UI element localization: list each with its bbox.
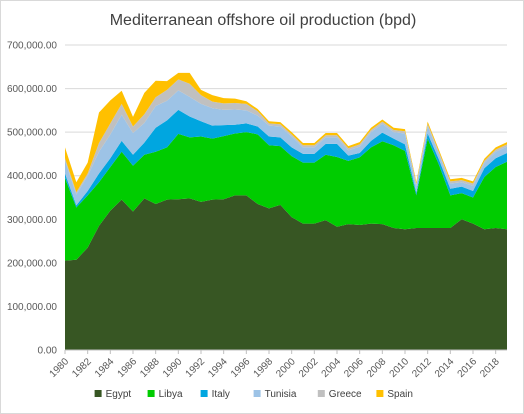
x-tick-label: 2000 [274, 356, 298, 380]
area-italy [65, 109, 507, 208]
x-tick-label: 2004 [320, 356, 344, 380]
legend-swatch-italy [200, 390, 208, 397]
y-tick-label: 600,000.00 [7, 84, 57, 95]
x-axis-ticks: 1980 1982 1984 1986 1988 1990 1992 1994 1996 1998… [48, 350, 502, 380]
x-tick-label: 1988 [138, 356, 162, 380]
y-axis-ticks: 0.00 100,000.00 200,000.00 300,000.00 400,00… [7, 41, 57, 357]
legend-swatch-greece [317, 390, 325, 397]
x-tick-label: 2002 [297, 356, 321, 380]
y-tick-label: 300,000.00 [7, 215, 57, 226]
chart-title: Mediterranean offshore oil production (b… [110, 12, 417, 29]
x-tick-label: 2018 [478, 356, 502, 380]
x-tick-label: 2008 [365, 356, 389, 380]
y-tick-label: 200,000.00 [7, 258, 57, 269]
x-tick-label: 2006 [342, 356, 366, 380]
x-tick-label: 2014 [433, 356, 457, 380]
x-tick-label: 1998 [252, 356, 276, 380]
x-tick-label: 2012 [410, 356, 434, 380]
x-tick-label: 1980 [48, 356, 72, 380]
area-spain [65, 72, 507, 193]
x-tick-label: 2016 [456, 356, 480, 380]
y-tick-label: 100,000.00 [7, 302, 57, 313]
y-tick-label: 700,000.00 [7, 41, 57, 52]
y-tick-label: 0.00 [38, 346, 58, 357]
stacked-areas [65, 72, 507, 350]
legend-label-greece: Greece [329, 389, 362, 400]
x-tick-label: 1986 [116, 356, 140, 380]
legend-label-spain: Spain [387, 389, 413, 400]
area-egypt [65, 195, 507, 350]
x-tick-label: 1992 [184, 356, 208, 380]
legend-label-libya: Libya [159, 389, 183, 400]
legend-label-italy: Italy [212, 389, 230, 400]
x-tick-label: 1990 [161, 356, 185, 380]
legend-swatch-libya [147, 390, 155, 397]
legend-label-egypt: Egypt [106, 389, 132, 400]
x-tick-label: 2010 [388, 356, 412, 380]
x-tick-label: 1984 [93, 356, 117, 380]
x-tick-label: 1982 [70, 356, 94, 380]
x-tick-label: 1994 [206, 356, 230, 380]
legend-label-tunisia: Tunisia [265, 389, 297, 400]
legend: Egypt Libya Italy Tunisia Greece Spain [94, 389, 413, 400]
y-tick-label: 400,000.00 [7, 171, 57, 182]
x-tick-label: 1996 [229, 356, 253, 380]
legend-swatch-tunisia [253, 390, 261, 397]
legend-swatch-egypt [94, 390, 102, 397]
legend-swatch-spain [376, 390, 384, 397]
area-libya [65, 132, 507, 261]
y-tick-label: 500,000.00 [7, 128, 57, 139]
